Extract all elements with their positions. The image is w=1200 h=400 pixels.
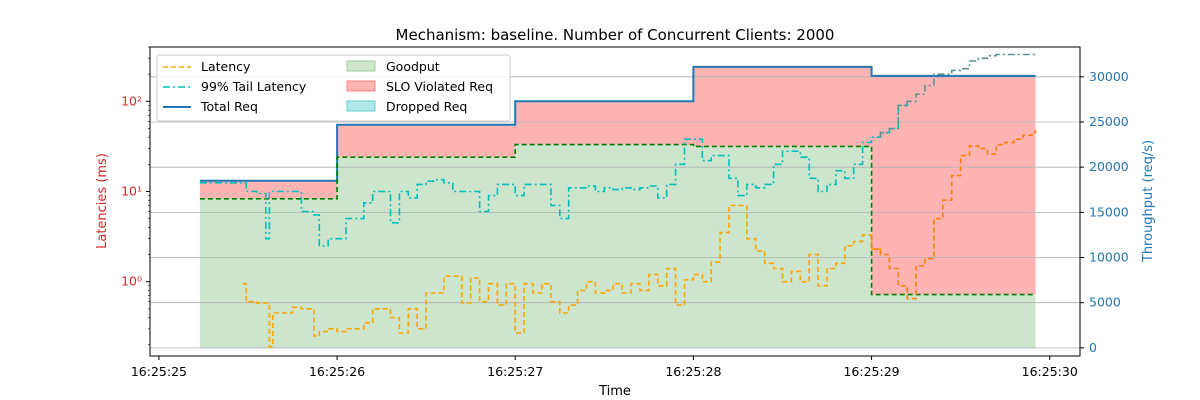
right-tick-label-3: 15000 <box>1089 204 1129 219</box>
right-tick-label-1: 5000 <box>1089 295 1121 310</box>
legend-label-slo-violated: SLO Violated Req <box>386 79 493 94</box>
legend-swatch-goodput <box>346 60 376 72</box>
latency-line-late <box>870 130 1037 300</box>
total-req-line <box>199 65 1036 182</box>
left-y-axis: 10⁰ 10¹ 10² <box>121 46 150 346</box>
legend-label-latency: Latency <box>201 59 251 74</box>
left-tick-label-1: 10¹ <box>121 183 142 198</box>
slo-violated-area <box>199 66 1036 295</box>
x-axis-label: Time <box>598 384 631 399</box>
left-y-axis-label: Latencies (ms) <box>95 153 110 249</box>
left-tick-label-0: 10⁰ <box>121 274 142 289</box>
x-tick-label-2: 16:25:27 <box>487 364 543 379</box>
right-y-axis-label: Throughput (req/s) <box>1141 140 1156 263</box>
latency-line <box>242 204 882 348</box>
legend-label-dropped: Dropped Req <box>386 99 467 114</box>
goodput-line <box>199 143 1036 296</box>
legend-swatch-slo-violated <box>346 80 376 92</box>
plot-area <box>150 53 1080 349</box>
x-tick-label-4: 16:25:29 <box>843 364 899 379</box>
legend-label-goodput: Goodput <box>386 59 440 74</box>
legend-box <box>156 54 511 122</box>
x-tick-label-1: 16:25:26 <box>309 364 365 379</box>
right-y-axis: 0 5000 10000 15000 20000 25000 30000 <box>1080 69 1129 355</box>
legend-label-total-req: Total Req <box>200 99 258 114</box>
legend-swatch-dropped <box>346 100 376 112</box>
right-tick-label-6: 30000 <box>1089 69 1129 84</box>
legend: Latency 99% Tail Latency Total Req Goodp… <box>156 54 511 122</box>
right-tick-label-0: 0 <box>1089 340 1097 355</box>
plot-frame <box>149 46 1081 357</box>
left-tick-label-2: 10² <box>121 93 142 108</box>
tail-latency-line-late <box>879 53 1036 138</box>
x-tick-label-5: 16:25:30 <box>1022 364 1078 379</box>
x-tick-label-0: 16:25:25 <box>131 364 187 379</box>
legend-label-tail-latency: 99% Tail Latency <box>201 79 307 94</box>
right-tick-label-4: 20000 <box>1089 159 1129 174</box>
x-axis: 16:25:25 16:25:26 16:25:27 16:25:28 16:25:29… <box>131 356 1078 379</box>
right-tick-label-5: 25000 <box>1089 114 1129 129</box>
chart-title: Mechanism: baseline. Number of Concurren… <box>396 26 835 44</box>
x-tick-label-3: 16:25:28 <box>665 364 721 379</box>
right-tick-label-2: 10000 <box>1089 250 1129 265</box>
